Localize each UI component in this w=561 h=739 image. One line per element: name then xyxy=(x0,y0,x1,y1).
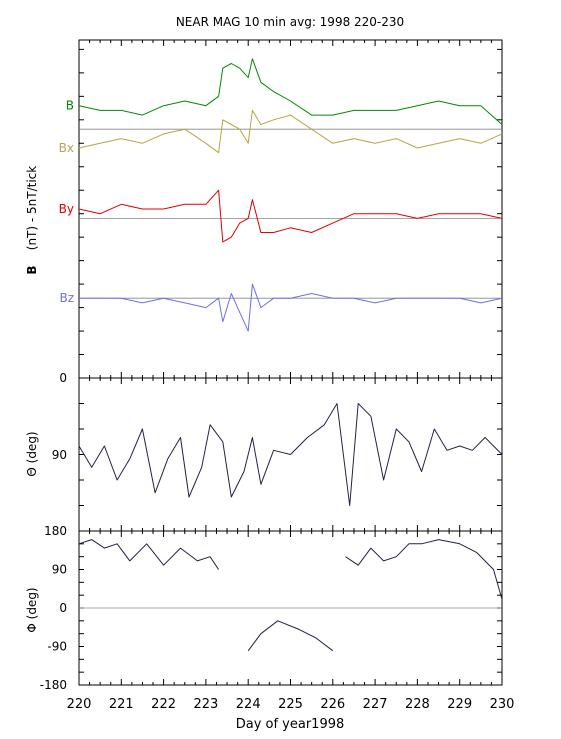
x-tick-label: 229 xyxy=(447,697,472,712)
phi-series-line xyxy=(247,620,334,652)
theta-panel: 90 Θ (deg) xyxy=(25,377,503,532)
phi-ytick-label: 90 xyxy=(52,563,67,577)
x-tick-label: 225 xyxy=(278,697,303,712)
phi-ylabel: Φ (deg) xyxy=(25,587,39,632)
x-tick-label: 220 xyxy=(67,697,92,712)
x-tick-label: 226 xyxy=(320,697,345,712)
b-ylabel-bold: B xyxy=(25,265,39,274)
b-ylabel: (nT) - 5nT/tick xyxy=(25,166,39,251)
series-by-label: By xyxy=(59,202,74,216)
series-bz-line xyxy=(79,283,503,332)
x-tick-label: 221 xyxy=(109,697,134,712)
b-ytick-label: 0 xyxy=(59,371,67,385)
x-tick-label: 230 xyxy=(490,697,515,712)
x-tick-label: 222 xyxy=(151,697,176,712)
phi-panel: 180 90 0 -90 -180 Φ (deg) xyxy=(25,524,503,692)
series-b-line xyxy=(78,58,503,125)
x-axis-label: Day of year1998 xyxy=(236,717,345,732)
series-bx-label: Bx xyxy=(59,141,74,155)
chart-title: NEAR MAG 10 min avg: 1998 220-230 xyxy=(176,15,404,29)
phi-ytick-label: 180 xyxy=(44,524,67,538)
series-bx-line xyxy=(78,109,503,154)
phi-series-line xyxy=(78,539,220,570)
x-axis: 220 221 222 223 224 225 226 227 228 229 230 xyxy=(67,697,515,712)
x-tick-label: 223 xyxy=(193,697,218,712)
b-field-panel: B Bx By Bz B (nT) - 5nT/tick 0 xyxy=(25,39,503,385)
theta-ytick-label: 90 xyxy=(52,448,67,462)
x-tick-label: 228 xyxy=(405,697,430,712)
theta-ylabel: Θ (deg) xyxy=(25,431,39,476)
x-tick-label: 224 xyxy=(236,697,261,712)
phi-ytick-label: -90 xyxy=(47,640,67,654)
series-bz-label: Bz xyxy=(59,291,74,305)
theta-series-line xyxy=(78,403,503,506)
phi-ytick-label: 0 xyxy=(59,601,67,615)
phi-series-line xyxy=(345,539,503,600)
series-b-label: B xyxy=(66,99,74,113)
series-by-line xyxy=(78,189,503,243)
x-tick-label: 227 xyxy=(363,697,388,712)
phi-ytick-label: -180 xyxy=(40,678,67,692)
